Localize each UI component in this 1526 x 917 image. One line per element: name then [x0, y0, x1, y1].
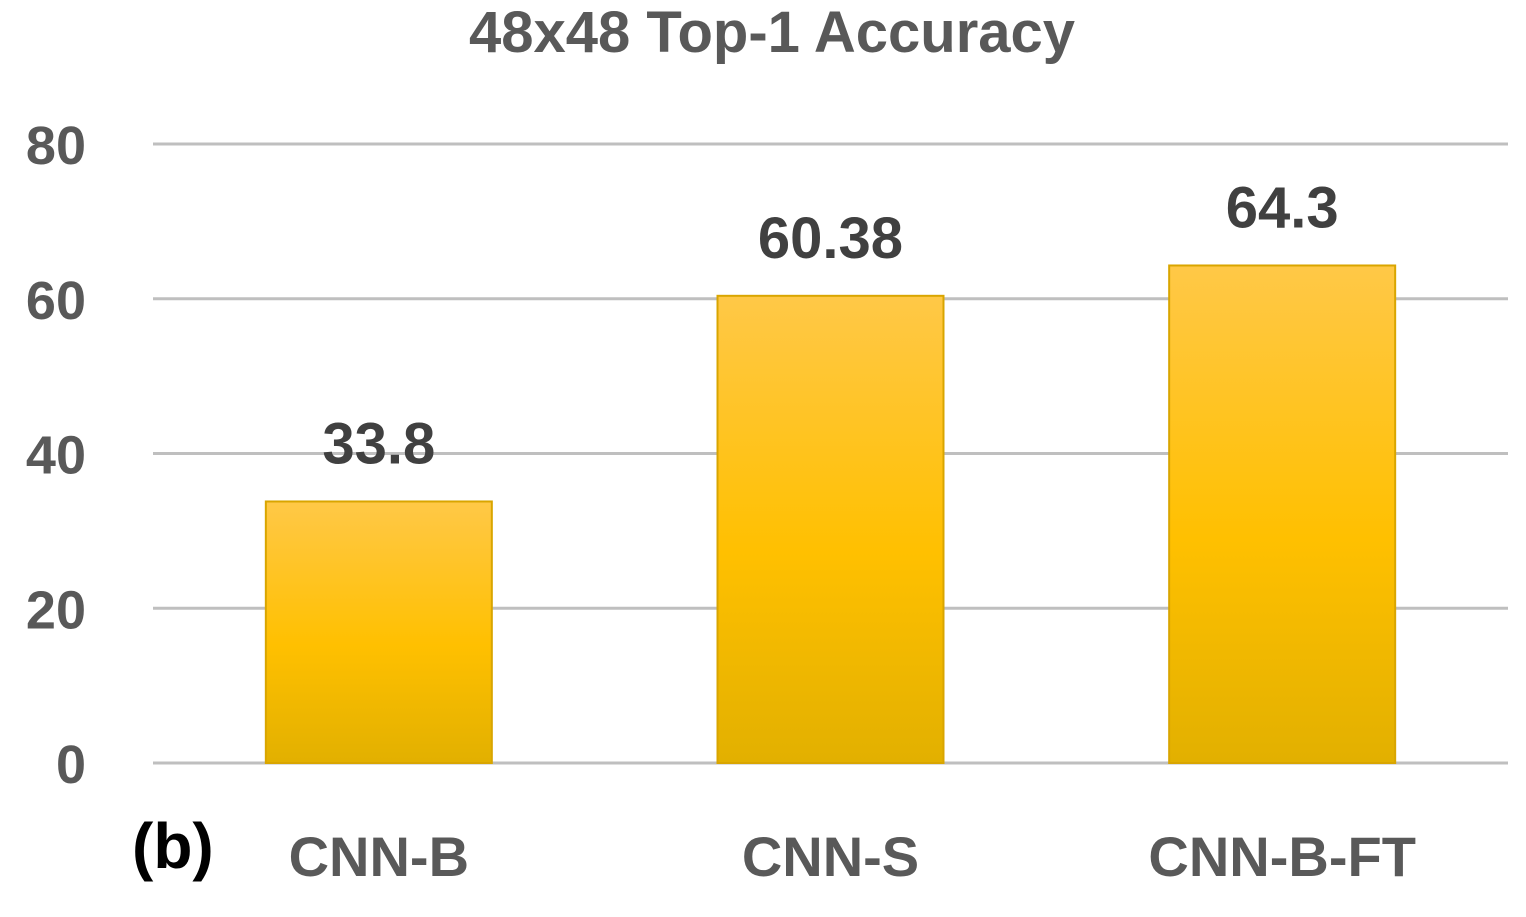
x-tick-label: CNN-S [742, 825, 919, 888]
y-axis-tick-labels: 0 20 40 60 80 [26, 116, 86, 795]
x-tick-label: CNN-B-FT [1148, 825, 1415, 888]
y-tick-label: 60 [26, 271, 86, 331]
bar [1168, 264, 1397, 764]
y-tick-label: 20 [26, 580, 86, 640]
bars [264, 264, 1397, 764]
chart-title: 48x48 Top-1 Accuracy [469, 0, 1075, 65]
data-label: 60.38 [758, 206, 903, 271]
x-tick-label: CNN-B [289, 825, 469, 888]
panel-label: (b) [132, 810, 214, 882]
x-axis-category-labels: CNN-B CNN-S CNN-B-FT [289, 825, 1416, 888]
y-tick-label: 80 [26, 116, 86, 176]
bar [264, 500, 493, 764]
y-tick-label: 0 [56, 735, 86, 795]
data-label: 33.8 [322, 411, 435, 476]
data-label: 64.3 [1226, 175, 1339, 240]
data-labels: 33.8 60.38 64.3 [322, 175, 1338, 476]
bar [716, 294, 945, 764]
y-tick-label: 40 [26, 426, 86, 486]
